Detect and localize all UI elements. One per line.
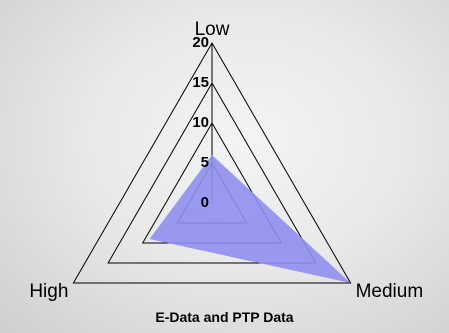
radial-axis-ticks: 0 5 10 15 20 <box>192 34 209 211</box>
tick-label-5: 5 <box>201 154 209 171</box>
series-area-0 <box>149 155 351 283</box>
tick-label-15: 15 <box>192 74 209 91</box>
tick-label-20: 20 <box>192 34 209 51</box>
category-label-high: High <box>29 281 68 302</box>
grid-ring-20 <box>72 42 352 284</box>
radar-series-layer <box>149 155 351 283</box>
tick-label-0: 0 <box>201 194 209 211</box>
chart-title: E-Data and PTP Data <box>155 309 294 325</box>
category-label-low: Low <box>195 19 230 40</box>
grid-ring-15 <box>107 81 317 264</box>
category-axis-labels: Low Medium High <box>29 19 423 302</box>
category-label-medium: Medium <box>356 281 424 302</box>
tick-label-10: 10 <box>192 114 209 131</box>
